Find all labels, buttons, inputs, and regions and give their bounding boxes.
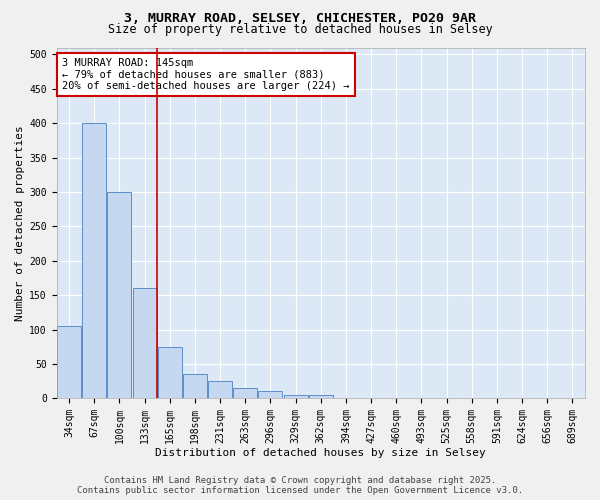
Text: Size of property relative to detached houses in Selsey: Size of property relative to detached ho… — [107, 22, 493, 36]
Bar — [233, 388, 257, 398]
Text: 3 MURRAY ROAD: 145sqm
← 79% of detached houses are smaller (883)
20% of semi-det: 3 MURRAY ROAD: 145sqm ← 79% of detached … — [62, 58, 349, 91]
Bar — [183, 374, 207, 398]
Bar — [158, 347, 182, 399]
Bar — [208, 381, 232, 398]
Bar — [133, 288, 157, 399]
Bar — [309, 395, 333, 398]
Bar — [284, 395, 308, 398]
Text: 3, MURRAY ROAD, SELSEY, CHICHESTER, PO20 9AR: 3, MURRAY ROAD, SELSEY, CHICHESTER, PO20… — [124, 12, 476, 26]
Bar — [82, 123, 106, 398]
Bar — [107, 192, 131, 398]
Bar — [259, 392, 283, 398]
Text: Contains HM Land Registry data © Crown copyright and database right 2025.
Contai: Contains HM Land Registry data © Crown c… — [77, 476, 523, 495]
Bar — [57, 326, 81, 398]
X-axis label: Distribution of detached houses by size in Selsey: Distribution of detached houses by size … — [155, 448, 486, 458]
Y-axis label: Number of detached properties: Number of detached properties — [15, 125, 25, 321]
